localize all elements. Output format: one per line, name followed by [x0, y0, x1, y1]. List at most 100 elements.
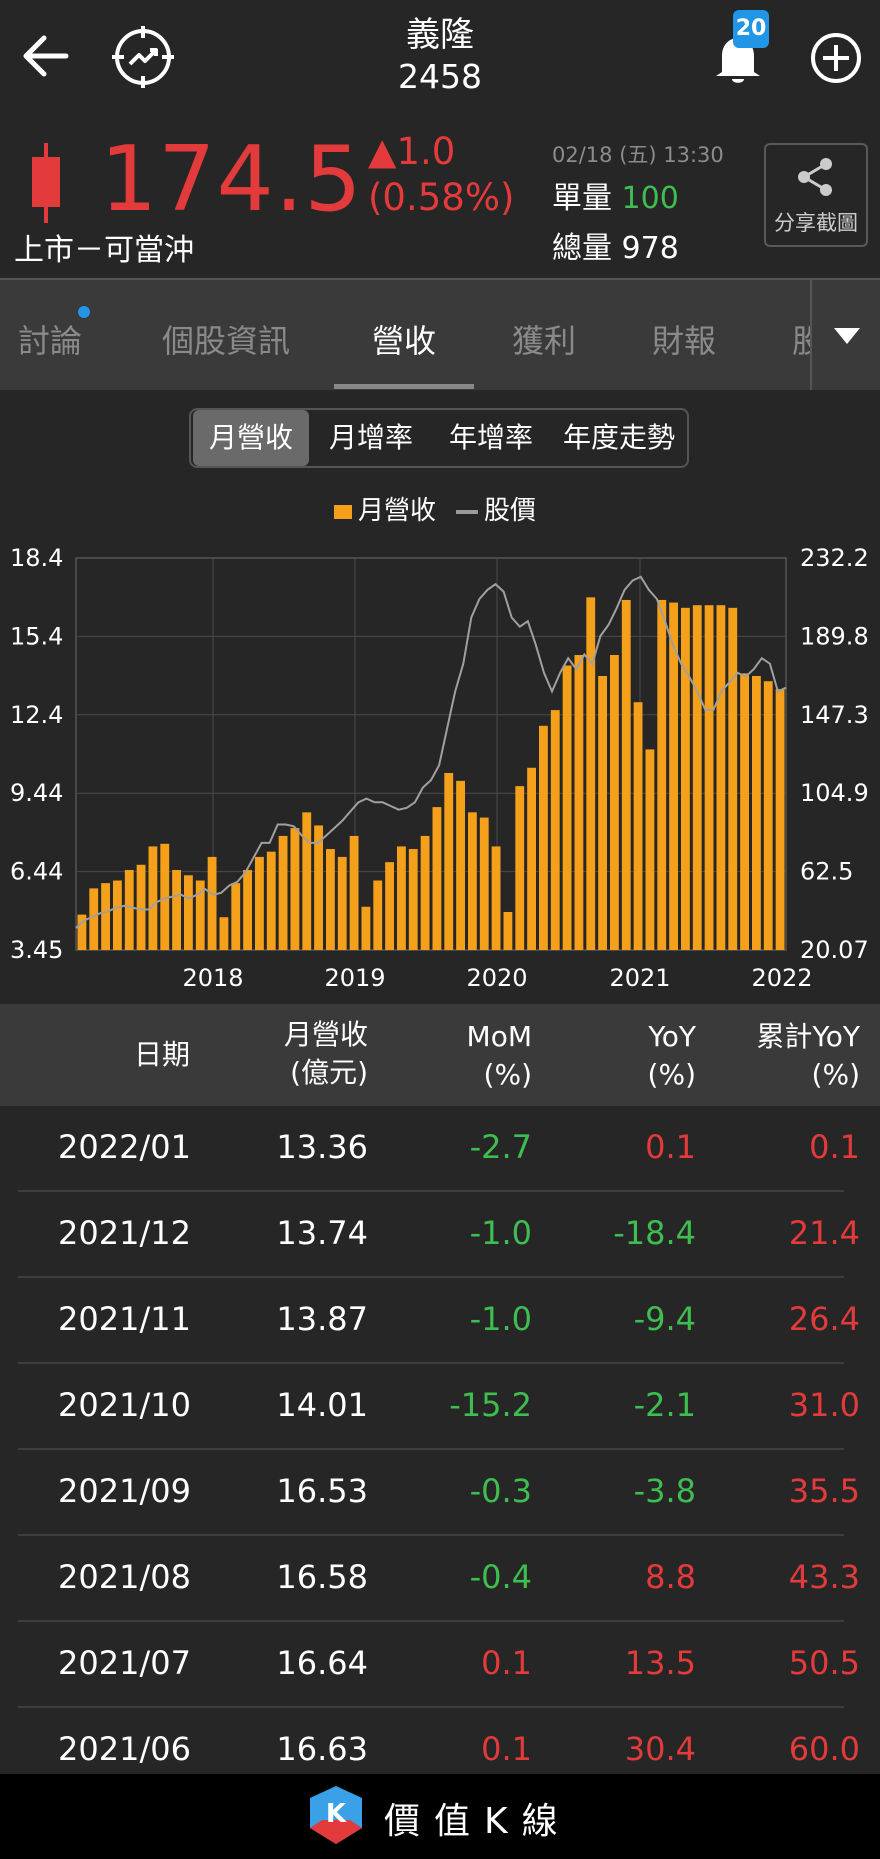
revenue-bar [397, 846, 406, 950]
share-screenshot-button[interactable]: 分享截圖 [764, 143, 868, 247]
y-right-tick: 189.8 [800, 622, 869, 650]
revenue-bar [574, 655, 584, 950]
stock-title: 義隆 2458 [340, 14, 540, 98]
row-revenue: 16.63 [276, 1730, 368, 1768]
row-cumulative-yoy: 31.0 [788, 1386, 860, 1424]
revenue-bar [468, 812, 477, 950]
row-revenue: 16.64 [276, 1644, 368, 1682]
back-arrow-icon[interactable] [18, 28, 74, 84]
revenue-bar [610, 655, 619, 950]
revenue-bar [172, 870, 181, 950]
row-yoy: -3.8 [633, 1472, 696, 1510]
row-date: 2021/07 [58, 1644, 191, 1682]
revenue-bar [539, 725, 548, 950]
row-mom: -15.2 [449, 1386, 532, 1424]
row-cumulative-yoy: 0.1 [809, 1128, 860, 1166]
y-left-tick: 12.4 [10, 701, 63, 729]
dropdown-triangle-icon [834, 328, 860, 344]
tab-stock-info[interactable]: 個股資訊 [162, 322, 291, 360]
add-circle-icon[interactable] [808, 30, 864, 86]
revenue-bar [231, 883, 241, 950]
row-mom: -0.3 [469, 1472, 532, 1510]
revenue-bar [420, 835, 430, 950]
revenue-bar [456, 780, 465, 950]
header-yoy-l1: YoY [648, 1020, 696, 1053]
y-right-tick: 104.9 [800, 779, 869, 807]
x-tick: 2022 [751, 964, 812, 992]
row-revenue: 16.53 [276, 1472, 368, 1510]
tab-discussion[interactable]: 討論 [18, 322, 83, 360]
y-left-tick: 6.44 [10, 858, 63, 886]
row-yoy: -2.1 [633, 1386, 696, 1424]
segment-yoy[interactable]: 年增率 [448, 421, 533, 454]
row-mom: -1.0 [469, 1300, 532, 1338]
stock-code: 2458 [398, 57, 482, 96]
price-line [75, 575, 787, 929]
active-tab-indicator [334, 384, 474, 389]
total-volume-label: 總量 [552, 231, 612, 266]
table-header: 日期 月營收 (億元) MoM (%) YoY (%) 累計YoY (%) [0, 1004, 880, 1106]
revenue-bar [669, 602, 678, 950]
segment-monthly-revenue[interactable]: 月營收 [193, 410, 309, 466]
legend-line-label: 股價 [484, 496, 537, 526]
row-date: 2022/01 [58, 1128, 191, 1166]
y-right-tick: 62.5 [800, 858, 853, 886]
revenue-bar [385, 862, 394, 950]
crosshair-chart-icon[interactable] [110, 24, 176, 90]
row-revenue: 13.87 [276, 1300, 368, 1338]
chart-legend: 月營收 股價 [334, 490, 536, 527]
row-mom: -0.4 [469, 1558, 532, 1596]
table-row: 2021/11 13.87 -1.0 -9.4 26.4 [0, 1278, 880, 1364]
revenue-bar [314, 825, 323, 950]
table-row: 2021/07 16.64 0.1 13.5 50.5 [0, 1622, 880, 1708]
row-cumulative-yoy: 35.5 [788, 1472, 860, 1510]
row-mom: 0.1 [481, 1644, 532, 1682]
tab-financials[interactable]: 財報 [652, 322, 717, 360]
x-tick: 2018 [182, 964, 243, 992]
svg-text:K: K [326, 1799, 347, 1829]
row-divider [18, 1276, 844, 1278]
chart-grid [75, 557, 787, 951]
more-tabs-button[interactable] [810, 280, 880, 390]
row-date: 2021/09 [58, 1472, 191, 1510]
revenue-bar [550, 710, 560, 950]
segment-annual-trend[interactable]: 年度走勢 [562, 421, 675, 454]
revenue-bar [432, 807, 442, 950]
row-yoy: 0.1 [645, 1128, 696, 1166]
row-date: 2021/06 [58, 1730, 191, 1768]
row-revenue: 13.74 [276, 1214, 368, 1252]
row-cumulative-yoy: 50.5 [788, 1644, 860, 1682]
row-cumulative-yoy: 26.4 [788, 1300, 860, 1338]
row-yoy: 8.8 [645, 1558, 696, 1596]
header-revenue: 月營收 (億元) [200, 1016, 368, 1092]
row-cumulative-yoy: 21.4 [788, 1214, 860, 1252]
row-cumulative-yoy: 43.3 [788, 1558, 860, 1596]
revenue-bar [740, 673, 749, 950]
tab-bar: 討論 個股資訊 營收 獲利 財報 股 [0, 278, 880, 390]
row-mom: -1.0 [469, 1214, 532, 1252]
revenue-bar [101, 883, 110, 950]
revenue-bar [408, 849, 418, 950]
revenue-bar [207, 856, 217, 950]
revenue-bar [503, 911, 513, 950]
y-left-tick: 3.45 [10, 936, 63, 964]
revenue-bar [243, 870, 252, 950]
revenue-chart: 18.4 232.2 15.4 189.8 12.4 147.3 9.44 104.9 6.44… [10, 544, 869, 992]
revenue-bar [361, 906, 371, 950]
revenue-bar [586, 597, 596, 950]
revenue-bar [681, 607, 690, 950]
app-name: 價值K線 [384, 1801, 572, 1842]
table-row: 2021/08 16.58 -0.4 8.8 43.3 [0, 1536, 880, 1622]
legend-bar-swatch [334, 504, 352, 519]
stock-name: 義隆 [406, 15, 474, 55]
row-revenue: 14.01 [276, 1386, 368, 1424]
y-left-tick: 15.4 [10, 622, 63, 650]
revenue-bar [645, 749, 655, 950]
tab-revenue[interactable]: 營收 [372, 322, 437, 360]
table-row: 2022/01 13.36 -2.7 0.1 0.1 [0, 1106, 880, 1192]
y-right-tick: 232.2 [800, 544, 869, 572]
share-icon [798, 158, 832, 196]
segment-mom[interactable]: 月增率 [328, 421, 413, 454]
tab-profit[interactable]: 獲利 [512, 322, 577, 360]
header-revenue-l2: (億元) [290, 1056, 368, 1089]
